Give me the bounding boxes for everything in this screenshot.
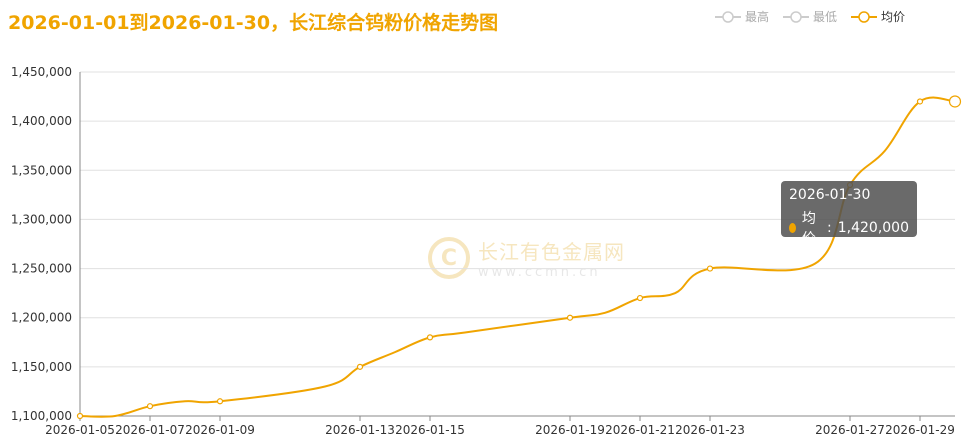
y-tick-label: 1,350,000 — [11, 163, 72, 177]
watermark-name: 长江有色金属网 — [478, 240, 625, 264]
legend-label-low: 最低 — [812, 10, 837, 24]
y-tick-label: 1,400,000 — [11, 114, 72, 128]
data-point — [426, 334, 434, 341]
data-point — [566, 314, 574, 321]
x-tick-label: 2026-01-09 — [185, 423, 255, 437]
tooltip-date: 2026-01-30 — [789, 187, 871, 203]
tooltip-series: 均价 — [801, 211, 816, 247]
data-point — [916, 98, 924, 105]
x-tick-label: 2026-01-05 — [45, 423, 115, 437]
y-tick-label: 1,300,000 — [11, 212, 72, 226]
data-point — [948, 95, 962, 108]
data-point — [76, 412, 84, 420]
data-point — [636, 294, 644, 302]
x-tick-label: 2026-01-13 — [325, 423, 395, 437]
y-tick-label: 1,150,000 — [11, 360, 72, 374]
tooltip-value: 1,420,000 — [837, 220, 909, 236]
data-point — [216, 398, 224, 405]
legend-label-avg: 均价 — [880, 10, 905, 24]
watermark-logo-icon: C — [428, 237, 470, 279]
data-point — [706, 265, 714, 272]
x-tick-label: 2026-01-27 — [815, 423, 885, 437]
y-tick-label: 1,200,000 — [11, 311, 72, 325]
legend-line-circle-icon — [850, 10, 877, 23]
data-point — [356, 363, 364, 370]
x-tick-label: 2026-01-19 — [535, 423, 605, 437]
x-tick-label: 2026-01-07 — [115, 423, 185, 437]
legend-item-avg[interactable]: 均价 — [850, 8, 905, 25]
legend-item-low[interactable]: 最低 — [782, 8, 837, 25]
legend-line-circle-icon — [714, 10, 741, 23]
x-tick-label: 2026-01-15 — [395, 423, 465, 437]
chart-title: 2026-01-01到2026-01-30，长江综合钨粉价格走势图 — [8, 12, 499, 34]
y-tick-label: 1,100,000 — [11, 409, 72, 423]
legend-item-high[interactable]: 最高 — [714, 8, 769, 25]
legend-label-high: 最高 — [744, 10, 769, 24]
y-tick-label: 1,450,000 — [11, 65, 72, 79]
data-point — [146, 403, 154, 410]
x-tick-label: 2026-01-21 — [605, 423, 675, 437]
tooltip-series-dot-icon — [789, 223, 796, 233]
series-line — [79, 96, 956, 418]
tooltip: 2026-01-30 均价: 1,420,000 — [781, 181, 917, 247]
legend: 最高 最低 均价 — [714, 8, 905, 25]
x-tick-label: 2026-01-29 — [885, 423, 955, 437]
legend-line-circle-icon — [782, 10, 809, 23]
x-tick-label: 2026-01-23 — [675, 423, 745, 437]
y-tick-label: 1,250,000 — [11, 262, 72, 276]
